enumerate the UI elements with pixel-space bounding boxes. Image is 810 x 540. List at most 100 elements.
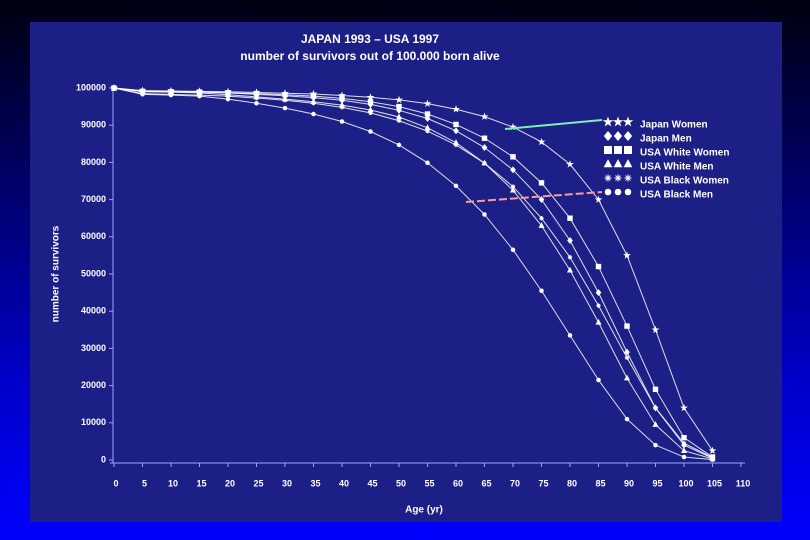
point <box>596 303 601 308</box>
point <box>708 446 717 455</box>
point <box>510 166 516 174</box>
x-tick-label: 30 <box>282 478 292 488</box>
point <box>681 441 687 446</box>
chart-subtitle: number of survivors out of 100.000 born … <box>240 49 500 63</box>
point <box>311 111 316 117</box>
point <box>566 266 574 273</box>
point <box>453 142 459 148</box>
point <box>111 85 117 91</box>
x-tick-label: 40 <box>339 478 349 488</box>
point <box>510 154 516 160</box>
x-tick-label: 90 <box>624 478 634 488</box>
y-tick-label: 100000 <box>76 82 106 92</box>
x-tick-label: 0 <box>113 478 118 488</box>
point <box>480 112 489 120</box>
point <box>311 101 316 106</box>
x-tick-label: 65 <box>481 478 491 488</box>
point <box>651 325 660 334</box>
point <box>254 95 259 101</box>
legend-marker <box>624 146 632 154</box>
point <box>168 92 174 98</box>
legend-marker <box>612 116 624 127</box>
legend-marker <box>622 116 634 127</box>
legend-marker <box>614 146 622 154</box>
point <box>482 160 487 166</box>
legend-label: USA Black Men <box>640 190 713 201</box>
legend-label: USA White Women <box>640 148 729 159</box>
series-line <box>113 87 713 458</box>
series-line <box>113 87 713 458</box>
legend-marker <box>623 159 633 168</box>
point <box>652 386 659 393</box>
legend-label: Japan Men <box>640 134 692 145</box>
x-tick-label: 110 <box>736 478 751 488</box>
x-tick-label: 75 <box>538 478 548 488</box>
point <box>623 374 631 381</box>
point <box>339 105 345 110</box>
point <box>140 92 145 97</box>
point <box>282 98 288 103</box>
point <box>566 160 574 168</box>
chart-title: JAPAN 1993 – USA 1997 <box>301 32 439 46</box>
point <box>680 447 688 453</box>
legend-marker <box>623 131 633 141</box>
point <box>481 135 488 141</box>
legend-label: USA Black Women <box>640 176 729 187</box>
point <box>396 118 402 123</box>
y-tick-label: 10000 <box>81 417 106 427</box>
legend-marker <box>624 174 632 182</box>
point <box>396 142 402 148</box>
point <box>567 237 573 244</box>
point <box>624 323 630 329</box>
legend-marker <box>613 159 623 168</box>
legend-pointer <box>504 119 603 130</box>
point <box>225 93 231 99</box>
point <box>623 251 631 259</box>
point <box>368 129 373 134</box>
point <box>453 121 459 128</box>
x-tick-label: 60 <box>453 478 463 488</box>
point <box>595 263 602 270</box>
legend-marker <box>604 174 612 182</box>
point <box>539 288 544 293</box>
point <box>423 99 432 107</box>
point <box>624 355 630 360</box>
point <box>367 99 374 105</box>
point <box>680 403 688 412</box>
x-tick-label: 25 <box>253 478 263 488</box>
point <box>339 95 345 102</box>
x-tick-label: 55 <box>424 478 434 488</box>
y-axis-label: number of survivors <box>51 225 62 322</box>
point <box>567 255 573 260</box>
point <box>452 105 460 113</box>
point <box>453 127 459 135</box>
y-tick-label: 70000 <box>81 194 106 204</box>
point <box>395 95 403 104</box>
legend-marker <box>614 174 622 182</box>
x-tick-label: 105 <box>707 478 722 488</box>
point <box>282 105 288 111</box>
x-tick-label: 10 <box>168 478 178 488</box>
point <box>254 100 259 106</box>
slide <box>30 22 782 522</box>
x-tick-label: 80 <box>567 478 577 488</box>
point <box>424 111 431 117</box>
x-tick-label: 5 <box>142 478 147 488</box>
legend-marker <box>603 131 613 141</box>
legend-marker <box>603 159 613 168</box>
point <box>510 247 516 253</box>
legend-label: Japan Women <box>640 120 708 131</box>
point <box>624 416 630 422</box>
point <box>424 115 431 122</box>
x-tick-label: 20 <box>225 478 235 488</box>
legend-marker <box>614 188 622 196</box>
series-line <box>113 87 713 460</box>
x-tick-label: 35 <box>310 478 320 488</box>
legend-marker <box>604 146 612 154</box>
legend-marker <box>624 188 632 196</box>
point <box>595 289 602 297</box>
y-tick-label: 60000 <box>81 231 106 241</box>
point <box>539 216 544 221</box>
point <box>368 110 373 116</box>
